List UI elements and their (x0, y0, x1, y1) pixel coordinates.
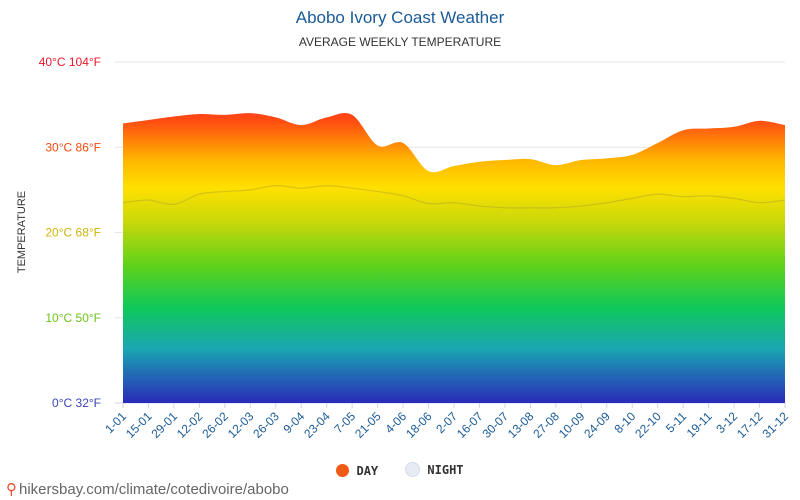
legend-night-swatch (405, 462, 421, 477)
chart-title: Abobo Ivory Coast Weather (295, 8, 505, 27)
night-series-line (122, 185, 786, 209)
legend-item-day[interactable]: DAY (336, 464, 378, 478)
legend-day-label: DAY (356, 463, 379, 478)
x-tick-label: 19-11 (684, 409, 715, 440)
y-tick-label: 40°C 104°F (39, 55, 101, 69)
y-tick-label: 0°C 32°F (52, 396, 101, 410)
x-tick-label: 13-08 (505, 409, 537, 441)
legend: DAY NIGHT (0, 462, 800, 480)
weather-chart: 0°C 32°F 10°C 50°F 20°C 68°F 30°C 86°F 40°C … (16, 55, 792, 441)
x-tick-label: 30-07 (479, 409, 511, 441)
x-tick-label: 29-01 (148, 409, 180, 441)
x-tick-label: 10-09 (556, 409, 588, 441)
x-tick-label: 31-12 (760, 409, 792, 441)
x-tick-label: 26-03 (250, 409, 282, 441)
x-tick-label: 12-03 (225, 409, 257, 441)
x-tick-label: 22-10 (632, 409, 664, 441)
x-tick-label: 16-07 (454, 409, 486, 441)
chart-subtitle: AVERAGE WEEKLY TEMPERATURE (298, 35, 502, 49)
x-tick-label: 17-12 (734, 409, 766, 441)
x-tick-label: 27-08 (530, 409, 562, 441)
x-tick-label: 24-09 (581, 409, 613, 441)
legend-day-swatch (336, 464, 350, 477)
x-tick-label: 23-04 (301, 409, 333, 441)
map-pin-icon: ⚲ (6, 481, 17, 498)
x-tick-label: 12-02 (174, 409, 206, 441)
source-text: hikersbay.com/climate/cotedivoire/abobo (19, 481, 289, 498)
x-tick-label: 26-02 (199, 409, 231, 441)
source-link[interactable]: ⚲ hikersbay.com/climate/cotedivoire/abobo (6, 480, 289, 498)
legend-item-night[interactable]: NIGHT (405, 462, 464, 477)
y-axis-label: TEMPERATURE (16, 191, 28, 273)
x-tick-label: 15-01 (123, 409, 155, 441)
legend-night-label: NIGHT (427, 462, 464, 477)
y-tick-label: 30°C 86°F (45, 140, 101, 154)
x-tick-label: 18-06 (403, 409, 435, 441)
y-tick-label: 20°C 68°F (45, 226, 101, 240)
y-tick-label: 10°C 50°F (45, 311, 101, 325)
day-series-area (123, 113, 785, 403)
x-tick-label: 21-05 (352, 409, 384, 441)
